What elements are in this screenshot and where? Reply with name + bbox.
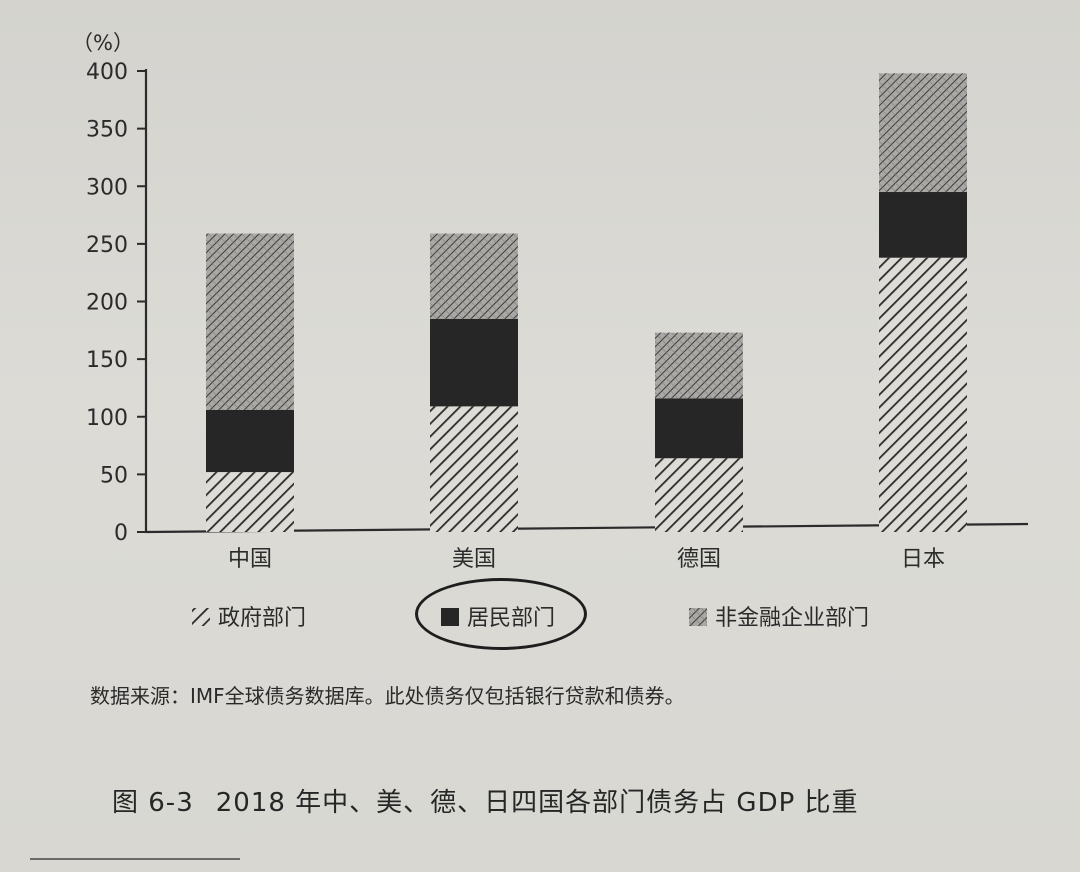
legend-label-nonfinancial-corporate: 非金融企业部门 xyxy=(715,606,869,631)
figure-caption: 图 6-3 2018 年中、美、德、日四国各部门债务占 GDP 比重 xyxy=(112,782,859,819)
bar-segment xyxy=(655,398,743,459)
bar-segment xyxy=(655,332,743,399)
y-tick-label: 150 xyxy=(86,348,128,373)
bar-segment xyxy=(430,318,518,407)
bar-segment xyxy=(206,472,294,532)
x-category-label: 中国 xyxy=(228,547,272,572)
hand-drawn-circle-annotation xyxy=(415,578,587,650)
source-note: 数据来源：IMF全球债务数据库。此处债务仅包括银行贷款和债券。 xyxy=(90,684,685,708)
plot-area: 0 50 100 150 200 250 300 350 400 中国 美国 德国 日本 xyxy=(86,60,1029,572)
legend-swatch-government xyxy=(192,608,210,626)
y-tick-label: 400 xyxy=(86,60,128,85)
bar-segment xyxy=(430,406,518,532)
bar-segment xyxy=(655,458,743,532)
legend-label-government: 政府部门 xyxy=(218,606,306,631)
x-category-label: 德国 xyxy=(677,547,721,572)
y-tick-label: 0 xyxy=(114,521,128,546)
bar-segment xyxy=(206,233,294,410)
y-tick-label: 100 xyxy=(86,406,128,431)
bar-segment xyxy=(879,257,967,532)
footnote-divider xyxy=(30,858,240,860)
y-tick-label: 350 xyxy=(86,118,128,143)
x-category-label: 日本 xyxy=(901,547,945,572)
y-tick-label: 50 xyxy=(100,463,128,488)
figure-number: 图 6-3 xyxy=(112,788,194,818)
figure-title: 2018 年中、美、德、日四国各部门债务占 GDP 比重 xyxy=(215,788,859,818)
y-axis-unit-label: （%） xyxy=(72,31,134,55)
bar-segment xyxy=(430,233,518,319)
y-tick-label: 200 xyxy=(86,291,128,316)
y-tick-label: 250 xyxy=(86,233,128,258)
bar-segment xyxy=(879,192,967,258)
x-category-label: 美国 xyxy=(452,547,496,572)
legend-swatch-nonfinancial-corporate xyxy=(689,608,707,626)
stacked-bar-chart: 0 50 100 150 200 250 300 350 400 中国 美国 德国 日本 （%） 政府部… xyxy=(72,31,1029,631)
bar-segment xyxy=(879,73,967,193)
bar-segment xyxy=(206,409,294,473)
y-tick-label: 300 xyxy=(86,175,128,200)
